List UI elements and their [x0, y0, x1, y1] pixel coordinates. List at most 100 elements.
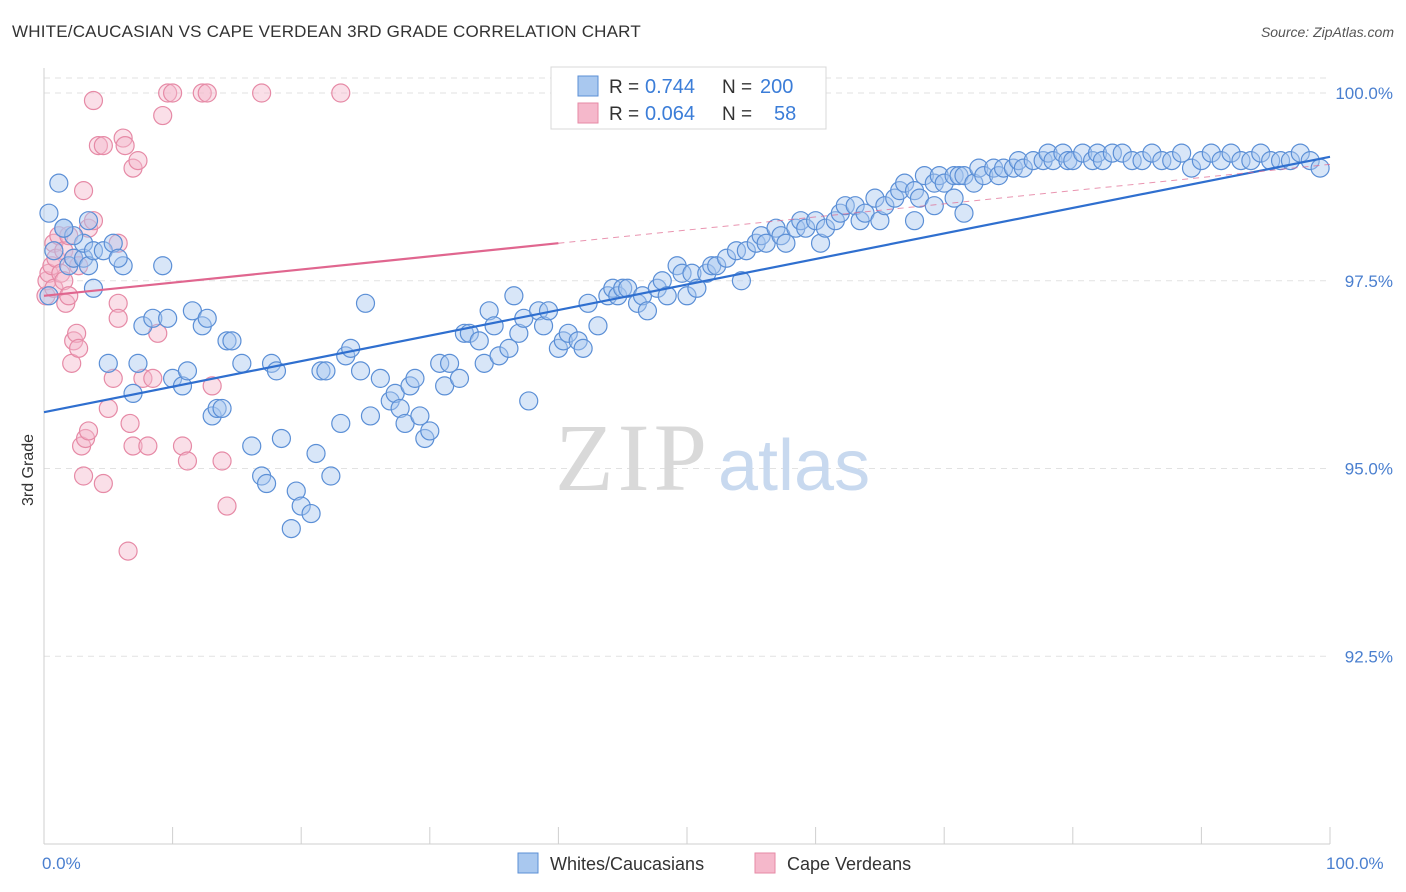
white-caucasian-point — [533, 316, 554, 336]
white-caucasian-point — [1221, 143, 1241, 163]
white-caucasian-point — [420, 421, 440, 441]
white-caucasian-point — [83, 278, 104, 298]
watermark-zip: ZIP — [555, 404, 711, 511]
white-caucasian-point — [870, 211, 890, 231]
cape-verdean-points — [36, 83, 351, 561]
white-caucasian-point — [177, 361, 198, 381]
cape-verdean-point — [83, 90, 104, 111]
chart-title: WHITE/CAUCASIAN VS CAPE VERDEAN 3RD GRAD… — [12, 22, 641, 41]
chart-source: Source: ZipAtlas.com — [1260, 24, 1394, 40]
white-caucasian-point — [108, 248, 128, 268]
white-caucasian-point — [895, 173, 915, 193]
cape-verdean-point — [252, 83, 272, 103]
cape-verdean-point — [120, 413, 140, 434]
white-caucasian-point — [355, 293, 376, 313]
white-caucasian-point — [256, 473, 277, 494]
white-caucasian-point — [509, 323, 529, 343]
legend-n-label-1: N = — [722, 77, 752, 98]
white-caucasian-point — [212, 398, 232, 419]
y-tick-labels: 92.5% 95.0% 97.5% 100.0% — [1335, 84, 1393, 666]
white-caucasian-point — [469, 331, 489, 351]
white-caucasian-point — [904, 211, 925, 231]
white-caucasian-point — [944, 166, 964, 186]
x-tick-label-min: 0.0% — [42, 854, 81, 873]
white-caucasian-point — [677, 286, 697, 306]
cape-verdean-point — [118, 541, 138, 561]
legend-r-value-1: 0.744 — [645, 76, 695, 98]
trend-line-cape-verdean-extension — [558, 163, 1331, 244]
white-caucasian-point — [207, 398, 227, 419]
white-caucasian-point — [321, 466, 341, 486]
white-caucasian-point — [286, 481, 306, 501]
white-caucasian-point — [484, 316, 504, 336]
trend-line-whites — [43, 155, 1331, 414]
white-caucasian-point — [222, 331, 242, 351]
series-legend: Whites/Caucasians Cape Verdeans — [517, 852, 911, 874]
white-caucasian-point — [1162, 151, 1182, 171]
white-caucasian-point — [588, 316, 608, 336]
white-caucasian-point — [1112, 143, 1132, 163]
cape-verdean-point — [93, 473, 113, 494]
white-caucasian-point — [1231, 151, 1251, 171]
white-caucasian-point — [1191, 151, 1212, 171]
white-caucasian-point — [1013, 158, 1033, 178]
white-caucasian-point — [242, 436, 262, 456]
white-caucasian-point — [657, 286, 677, 306]
cape-verdean-point — [108, 308, 128, 328]
white-caucasian-point — [78, 211, 99, 231]
white-caucasian-point — [944, 188, 964, 208]
white-caucasian-point — [682, 263, 702, 283]
axes — [43, 68, 1331, 845]
cape-verdean-point — [108, 293, 128, 313]
trend-line-cape-verdean — [43, 242, 559, 297]
y-axis-title: 3rd Grade — [20, 434, 37, 506]
white-caucasian-point — [49, 173, 69, 193]
white-caucasian-point — [672, 263, 692, 283]
white-caucasian-point — [1181, 158, 1202, 178]
cape-verdean-point — [88, 135, 109, 156]
white-caucasian-point — [1211, 151, 1231, 171]
white-caucasian-point — [83, 241, 104, 261]
watermark-atlas: atlas — [718, 426, 870, 506]
white-caucasian-point — [430, 353, 450, 373]
white-caucasian-point — [504, 286, 524, 306]
white-caucasian-point — [1142, 143, 1162, 163]
cape-verdean-point — [202, 376, 222, 396]
white-caucasian-point — [405, 368, 425, 388]
legend-n-value-1: 200 — [760, 76, 793, 98]
white-caucasian-point — [914, 166, 935, 186]
white-caucasian-point — [291, 496, 311, 516]
trend-lines — [43, 155, 1331, 414]
legend-r-label-2: R = — [609, 104, 639, 125]
white-caucasian-point — [439, 353, 460, 373]
white-caucasian-point — [1063, 151, 1083, 171]
white-caucasian-point — [316, 361, 336, 381]
cape-verdean-point — [163, 83, 183, 103]
cape-verdean-point — [158, 83, 178, 103]
white-caucasian-point — [128, 353, 148, 373]
legend-r-label-1: R = — [609, 77, 639, 98]
white-caucasian-point — [103, 233, 123, 253]
y-tick-label: 97.5% — [1345, 272, 1393, 291]
cape-verdean-point — [197, 83, 217, 103]
white-caucasian-point — [410, 406, 430, 426]
white-caucasian-point — [1043, 151, 1063, 171]
legend-n-label-2: N = — [722, 104, 752, 125]
white-caucasian-point — [865, 188, 885, 208]
white-caucasian-point — [1251, 143, 1271, 163]
white-caucasian-point — [331, 413, 351, 434]
cape-verdean-point — [75, 428, 96, 449]
white-caucasian-point — [964, 173, 984, 193]
cape-verdean-point — [115, 135, 135, 156]
white-caucasian-point — [736, 241, 756, 261]
white-caucasian-point — [726, 241, 747, 261]
cape-verdean-point — [123, 436, 143, 456]
white-caucasian-point — [707, 256, 727, 276]
white-caucasian-point — [143, 308, 163, 328]
white-caucasian-point — [954, 203, 974, 223]
cape-verdean-point — [54, 241, 74, 261]
white-caucasian-point — [1152, 151, 1172, 171]
white-caucasian-point — [845, 196, 865, 216]
watermark: ZIP atlas — [555, 404, 870, 511]
